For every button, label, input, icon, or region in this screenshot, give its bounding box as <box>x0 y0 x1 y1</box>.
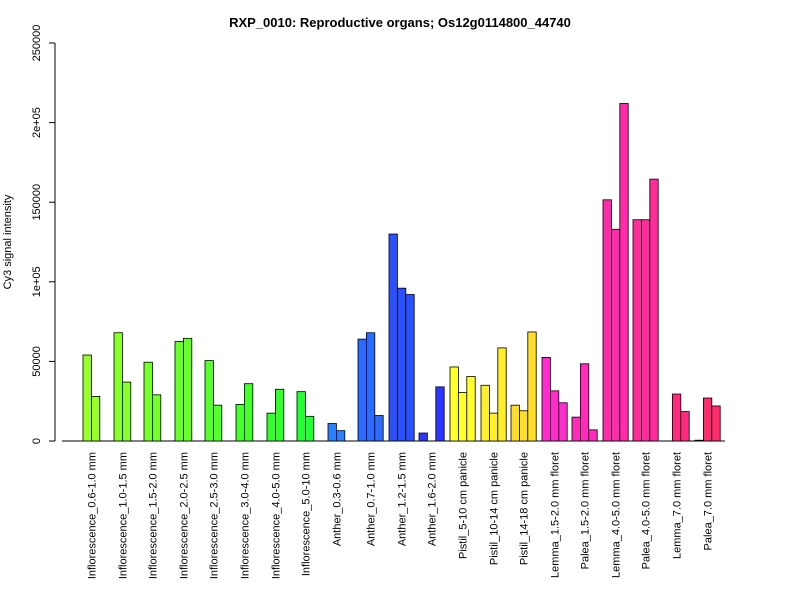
bar <box>374 415 384 442</box>
bar <box>396 287 407 442</box>
bar <box>151 394 162 442</box>
y-axis-label: Cy3 signal intensity <box>2 194 14 289</box>
bar <box>91 396 101 442</box>
bar <box>672 393 682 442</box>
bar <box>488 412 499 442</box>
bar <box>497 347 507 442</box>
bar <box>541 357 551 442</box>
bar <box>602 199 612 442</box>
bar <box>212 404 223 442</box>
category-label: Pistil_5-10 cm panicle <box>458 452 470 559</box>
category-label: Anther_0.7-1.0 mm <box>366 452 378 546</box>
y-tick-label: 250000 <box>31 25 43 62</box>
bar <box>335 430 346 442</box>
category-label: Inflorescence_0.6-1.0 mm <box>86 452 98 579</box>
category-label: Pistil_14-18 cm panicle <box>519 452 531 565</box>
category-label: Palea_1.5-2.0 mm floret <box>580 452 592 569</box>
category-label: Palea_4.0-5.0 mm floret <box>641 452 653 569</box>
y-axis: 0 50000 1e+05 150000 2e+05 250000 <box>31 25 56 444</box>
bar <box>296 391 306 442</box>
y-tick-label: 2e+05 <box>31 107 43 138</box>
bar <box>113 332 123 442</box>
bar <box>235 403 245 442</box>
bar <box>550 390 560 442</box>
bar <box>703 397 713 442</box>
chart-title: RXP_0010: Reproductive organs; Os12g0114… <box>229 15 571 30</box>
category-label: Inflorescence_1.5-2.0 mm <box>147 452 159 579</box>
bar <box>558 402 568 442</box>
category-label: Anther_1.2-1.5 mm <box>397 452 409 546</box>
category-label: Inflorescence_3.0-4.0 mm <box>239 452 251 579</box>
bar <box>357 338 367 442</box>
bar <box>588 429 598 442</box>
bar <box>641 219 651 442</box>
bar <box>632 219 642 442</box>
category-label: Inflorescence_4.0-5.0 mm <box>270 452 282 579</box>
bar <box>182 337 193 442</box>
bar <box>388 233 398 442</box>
y-tick-label: 0 <box>31 438 43 444</box>
bar <box>405 294 415 442</box>
bars <box>62 103 725 442</box>
category-label: Pistil_10-14 cm panicle <box>489 452 501 565</box>
bar <box>418 432 428 442</box>
bar <box>143 361 153 442</box>
bar <box>519 410 529 442</box>
bar <box>82 354 92 442</box>
category-label: Lemma_4.0-5.0 mm floret <box>611 452 623 578</box>
bar <box>327 423 337 442</box>
category-label: Anther_1.6-2.0 mm <box>427 452 439 546</box>
bar <box>694 439 704 442</box>
bar <box>174 341 184 442</box>
bar <box>611 228 621 442</box>
category-label: Inflorescence_1.0-1.5 mm <box>117 452 129 579</box>
bar <box>304 415 315 442</box>
bar <box>274 388 285 442</box>
bar <box>680 411 690 442</box>
bar <box>243 383 254 442</box>
bar <box>510 404 520 442</box>
y-tick-label: 150000 <box>31 184 43 221</box>
category-label: Anther_0.3-0.6 mm <box>331 452 343 546</box>
category-label: Palea_7.0 mm floret <box>703 452 715 550</box>
bar <box>266 412 276 442</box>
category-label: Lemma_7.0 mm floret <box>672 452 684 559</box>
bar <box>527 331 537 442</box>
bar <box>365 332 376 442</box>
bar <box>649 178 659 442</box>
bar <box>711 405 721 442</box>
y-tick-label: 50000 <box>31 346 43 377</box>
bar <box>435 386 445 442</box>
bar <box>449 366 459 442</box>
bar <box>466 376 476 442</box>
bar <box>571 416 581 442</box>
bar <box>619 103 629 442</box>
bar <box>480 384 490 442</box>
y-tick-label: 1e+05 <box>31 266 43 297</box>
category-label: Inflorescence_2.0-2.5 mm <box>178 452 190 579</box>
bar <box>122 381 132 442</box>
bar <box>580 363 590 442</box>
category-label: Lemma_1.5-2.0 mm floret <box>550 452 562 578</box>
bar <box>204 360 214 442</box>
bar <box>457 392 468 442</box>
x-axis-labels: Inflorescence_0.6-1.0 mm Inflorescence_1.… <box>86 452 714 579</box>
category-label: Inflorescence_2.5-3.0 mm <box>208 452 220 579</box>
category-label: Inflorescence_5.0-10 mm <box>300 452 312 576</box>
